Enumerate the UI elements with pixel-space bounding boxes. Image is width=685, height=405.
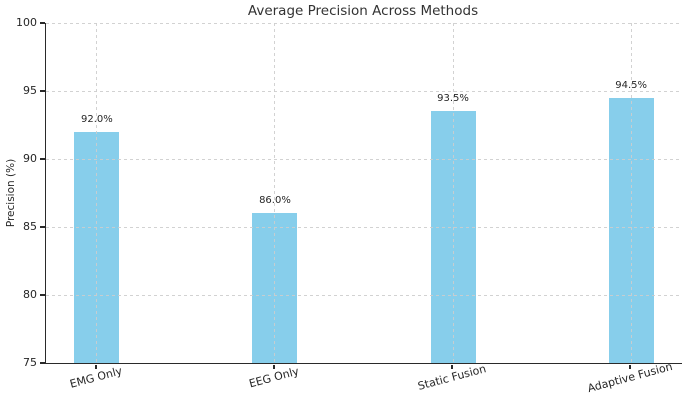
y-tick-label: 80 bbox=[23, 288, 37, 301]
gridline-vertical bbox=[96, 23, 98, 363]
chart-title: Average Precision Across Methods bbox=[247, 3, 479, 19]
y-tick-label: 95 bbox=[23, 84, 37, 97]
y-tick-mark bbox=[40, 90, 45, 92]
y-tick-label: 100 bbox=[16, 16, 37, 29]
y-tick-mark bbox=[40, 362, 45, 364]
x-tick-mark bbox=[273, 364, 275, 369]
gridline-horizontal bbox=[46, 294, 682, 296]
x-tick-mark bbox=[95, 364, 97, 369]
bar-value-label: 86.0% bbox=[259, 195, 291, 207]
bar-value-label: 94.5% bbox=[615, 79, 647, 91]
gridline-horizontal bbox=[46, 158, 682, 160]
y-tick-mark bbox=[40, 226, 45, 228]
plot-area: 92.0% 86.0% 93.5% 94.5% bbox=[45, 22, 682, 364]
x-tick-mark bbox=[451, 364, 453, 369]
gridline-horizontal bbox=[46, 90, 682, 92]
bar-value-label: 92.0% bbox=[80, 113, 113, 125]
gridline-horizontal bbox=[46, 22, 682, 24]
y-tick-label: 90 bbox=[23, 152, 37, 165]
y-tick-mark bbox=[40, 22, 45, 24]
y-axis-label: Precision (%) bbox=[5, 158, 17, 228]
y-tick-label: 75 bbox=[23, 356, 37, 369]
gridline-vertical bbox=[274, 23, 276, 363]
gridline-vertical bbox=[630, 23, 632, 363]
gridline-horizontal bbox=[46, 226, 682, 228]
y-tick-label: 85 bbox=[23, 220, 37, 233]
y-tick-mark bbox=[40, 158, 45, 160]
x-tick-mark bbox=[629, 364, 631, 369]
bar-value-label: 93.5% bbox=[437, 93, 469, 105]
gridline-vertical bbox=[452, 23, 454, 363]
y-tick-mark bbox=[40, 294, 45, 296]
